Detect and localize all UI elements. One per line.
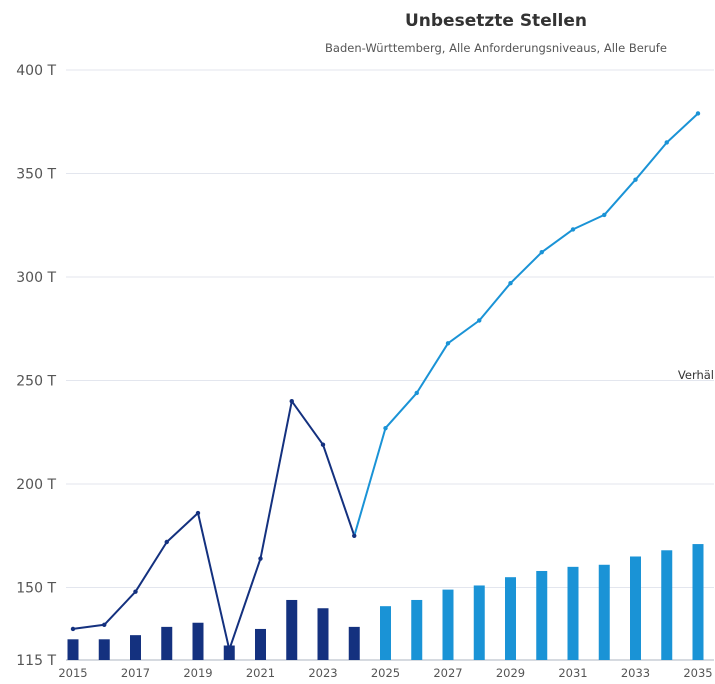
- line-point: [539, 249, 544, 255]
- line-point: [258, 556, 263, 561]
- bar: [692, 544, 704, 660]
- line-forecast: [353, 112, 699, 537]
- line-point: [633, 177, 638, 182]
- y-tick-label: 300 T: [16, 270, 56, 286]
- line-point: [508, 281, 513, 286]
- line-point: [352, 533, 357, 538]
- bar: [223, 645, 235, 660]
- chart-title: Unbesetzte Stellen: [405, 11, 587, 31]
- bar: [348, 626, 360, 660]
- bar: [255, 628, 266, 660]
- y-tick-label: 150 T: [16, 581, 56, 597]
- bar: [536, 570, 548, 660]
- bar: [442, 589, 454, 660]
- bar: [98, 639, 110, 660]
- y-tick-label: 250 T: [16, 374, 56, 390]
- x-axis-tick-labels: 2015 2017 2019 2021 2023 2025 2027 2029 2031 2033…: [58, 666, 712, 680]
- y-tick-label: 115 T: [16, 653, 56, 669]
- y-tick-label: 350 T: [16, 167, 56, 183]
- x-tick-label: 2029: [496, 666, 525, 680]
- line-point: [445, 341, 451, 346]
- x-tick-label: 2025: [371, 666, 400, 680]
- bar: [473, 585, 485, 660]
- chart-annotation: Verhäl: [678, 368, 714, 382]
- line-historical: [72, 400, 356, 651]
- line-point: [227, 647, 232, 652]
- bar-series: [67, 544, 704, 660]
- line-point: [102, 622, 107, 628]
- x-tick-label: 2023: [308, 666, 337, 680]
- bar: [598, 564, 610, 660]
- bar: [661, 550, 673, 660]
- line-point: [320, 442, 326, 447]
- line-point: [289, 399, 294, 404]
- x-tick-label: 2035: [683, 666, 712, 680]
- line-point: [570, 227, 576, 232]
- x-tick-label: 2015: [58, 666, 87, 680]
- gridlines: [66, 69, 714, 661]
- x-tick-label: 2033: [621, 666, 650, 680]
- bar: [630, 556, 641, 660]
- line-point: [664, 140, 669, 145]
- line-point: [602, 212, 607, 218]
- y-tick-label: 400 T: [16, 63, 56, 79]
- line-point: [695, 111, 701, 116]
- bar: [567, 566, 579, 660]
- x-tick-label: 2019: [183, 666, 212, 680]
- line-point: [383, 425, 388, 431]
- chart-subtitle: Baden-Württemberg, Alle Anforderungsnive…: [325, 41, 667, 55]
- bar: [505, 577, 516, 660]
- line-point: [477, 318, 482, 323]
- line-point: [414, 390, 419, 396]
- line-point: [164, 539, 169, 545]
- x-tick-label: 2027: [433, 666, 462, 680]
- line-series: [70, 111, 701, 652]
- line-point: [195, 510, 201, 516]
- bar: [130, 635, 141, 660]
- x-tick-label: 2017: [121, 666, 150, 680]
- bar: [411, 599, 423, 660]
- y-axis-tick-labels: 115 T 150 T 200 T 250 T 300 T 350 T 400 T: [16, 63, 56, 669]
- bar: [286, 599, 298, 660]
- bar: [317, 608, 329, 660]
- x-tick-label: 2021: [246, 666, 275, 680]
- line-point: [70, 626, 76, 632]
- line-point: [133, 589, 138, 594]
- x-tick-label: 2031: [558, 666, 587, 680]
- bar: [192, 622, 204, 660]
- bar: [161, 626, 173, 660]
- bar: [380, 606, 391, 660]
- bar: [67, 639, 79, 660]
- y-tick-label: 200 T: [16, 477, 56, 493]
